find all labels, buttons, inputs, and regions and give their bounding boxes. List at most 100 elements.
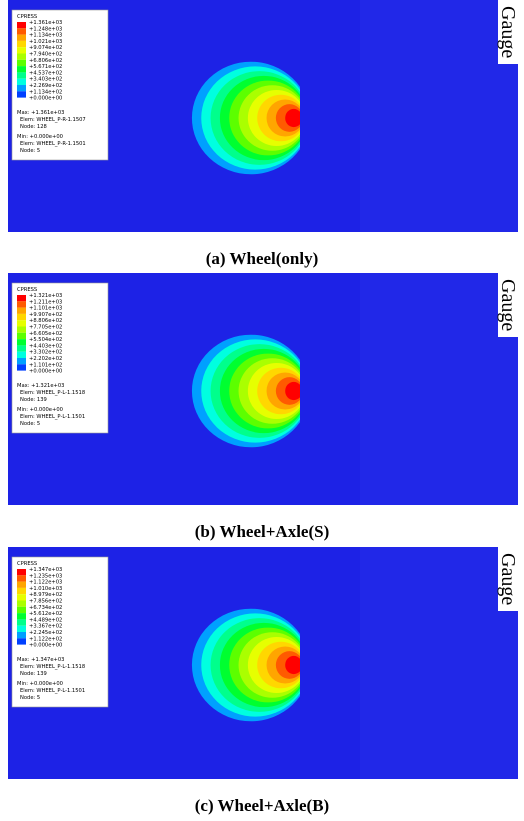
side-label: Gauge [497, 553, 519, 605]
legend-level: +1.101e+02 [29, 362, 62, 368]
legend-swatch [17, 41, 26, 47]
legend-level: +0.000e+00 [29, 643, 62, 649]
legend-level: +1.021e+03 [29, 39, 62, 45]
legend-swatch [17, 607, 26, 613]
legend-level: +1.211e+03 [29, 299, 62, 305]
legend-swatch [17, 364, 26, 370]
plot-shade [360, 547, 518, 779]
legend-swatch [17, 626, 26, 632]
side-label: Gauge [497, 279, 519, 331]
legend-swatch [17, 569, 26, 575]
legend-level: +8.979e+02 [29, 592, 62, 598]
panel: CPRESS+1.347e+03+1.235e+03+1.122e+03+1.0… [8, 547, 519, 815]
max-info: Node: 128 [20, 124, 47, 130]
legend-swatch [17, 619, 26, 625]
contour-band [285, 382, 302, 400]
legend-swatch [17, 601, 26, 607]
max-info: Elem: WHEEL_P-R-1.1507 [20, 117, 86, 123]
legend-swatch [17, 308, 26, 314]
legend-level: +5.671e+02 [29, 64, 62, 70]
legend-swatch [17, 54, 26, 60]
legend-swatch [17, 358, 26, 364]
max-info: Node: 139 [20, 671, 47, 677]
legend-swatch [17, 85, 26, 91]
legend-level: +1.134e+02 [29, 89, 62, 95]
legend-swatch [17, 79, 26, 85]
min-info: Min: +0.000e+00 [17, 681, 63, 687]
min-info: Elem: WHEEL_P-R-1.1501 [20, 141, 86, 147]
min-info: Node: 5 [20, 148, 40, 154]
min-info: Min: +0.000e+00 [17, 134, 63, 140]
legend-swatch [17, 594, 26, 600]
legend-level: +1.248e+03 [29, 26, 62, 32]
legend-swatch [17, 345, 26, 351]
legend-swatch [17, 91, 26, 97]
contour [192, 62, 310, 175]
legend-swatch [17, 301, 26, 307]
legend-level: +1.347e+03 [29, 567, 62, 573]
legend-swatch [17, 28, 26, 34]
legend-swatch [17, 327, 26, 333]
legend-swatch [17, 22, 26, 28]
legend-level: +1.101e+03 [29, 306, 62, 312]
contour-band [285, 656, 302, 674]
legend-level: +1.361e+03 [29, 20, 62, 26]
legend-level: +5.612e+02 [29, 611, 62, 617]
legend-swatch [17, 638, 26, 644]
caption: (a) Wheel(only) [206, 249, 319, 268]
legend-swatch [17, 613, 26, 619]
legend-level: +1.134e+03 [29, 33, 62, 39]
legend-level: +7.940e+02 [29, 52, 62, 58]
legend-level: +0.000e+00 [29, 96, 62, 102]
panel: CPRESS+1.361e+03+1.248e+03+1.134e+03+1.0… [8, 0, 519, 268]
legend-level: +6.806e+02 [29, 58, 62, 64]
legend-level: +7.705e+02 [29, 325, 62, 331]
legend-level: +1.235e+03 [29, 573, 62, 579]
max-info: Max: +1.321e+03 [17, 383, 64, 389]
legend-swatch [17, 575, 26, 581]
legend-level: +3.367e+02 [29, 624, 62, 630]
min-info: Elem: WHEEL_P-L-1.1501 [20, 688, 85, 694]
plot-shade [360, 0, 518, 232]
panel: CPRESS+1.321e+03+1.211e+03+1.101e+03+9.9… [8, 273, 519, 541]
legend-level: +2.269e+02 [29, 83, 62, 89]
min-info: Elem: WHEEL_P-L-1.1501 [20, 414, 85, 420]
legend-level: +4.537e+02 [29, 70, 62, 76]
legend-level: +9.907e+02 [29, 312, 62, 318]
legend-level: +2.245e+02 [29, 630, 62, 636]
legend-level: +4.489e+02 [29, 617, 62, 623]
contour [192, 335, 310, 448]
legend-swatch [17, 66, 26, 72]
min-info: Node: 5 [20, 421, 40, 427]
contour [192, 609, 310, 722]
legend-swatch [17, 72, 26, 78]
max-info: Max: +1.347e+03 [17, 657, 64, 663]
legend-level: +6.605e+02 [29, 331, 62, 337]
caption: (c) Wheel+Axle(B) [195, 796, 329, 815]
legend-level: +5.504e+02 [29, 337, 62, 343]
legend-swatch [17, 582, 26, 588]
max-info: Max: +1.361e+03 [17, 110, 64, 116]
legend-level: +3.403e+02 [29, 77, 62, 83]
legend-swatch [17, 60, 26, 66]
legend-swatch [17, 632, 26, 638]
legend-swatch [17, 35, 26, 41]
contour-band [285, 109, 302, 127]
min-info: Node: 5 [20, 695, 40, 701]
legend-level: +9.074e+02 [29, 45, 62, 51]
legend-swatch [17, 333, 26, 339]
figure: CPRESS+1.361e+03+1.248e+03+1.134e+03+1.0… [0, 0, 524, 821]
max-info: Elem: WHEEL_P-L-1.1518 [20, 390, 85, 396]
legend-level: +1.122e+03 [29, 580, 62, 586]
caption: (b) Wheel+Axle(S) [195, 522, 330, 541]
legend-swatch [17, 352, 26, 358]
legend-swatch [17, 588, 26, 594]
legend-level: +1.321e+03 [29, 293, 62, 299]
legend-swatch [17, 295, 26, 301]
plot-shade [360, 273, 518, 505]
legend-level: +0.000e+00 [29, 369, 62, 375]
max-info: Node: 139 [20, 397, 47, 403]
legend-level: +1.122e+02 [29, 636, 62, 642]
legend-swatch [17, 47, 26, 53]
side-label: Gauge [497, 6, 519, 58]
